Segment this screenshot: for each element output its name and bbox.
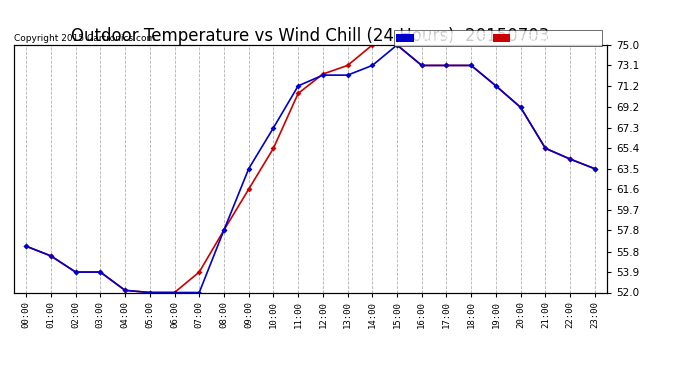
Text: Copyright 2015 Cartronics.com: Copyright 2015 Cartronics.com <box>14 33 155 42</box>
Title: Outdoor Temperature vs Wind Chill (24 Hours)  20150703: Outdoor Temperature vs Wind Chill (24 Ho… <box>71 27 550 45</box>
Legend: Wind Chill  (°F), Temperature  (°F): Wind Chill (°F), Temperature (°F) <box>393 30 602 46</box>
